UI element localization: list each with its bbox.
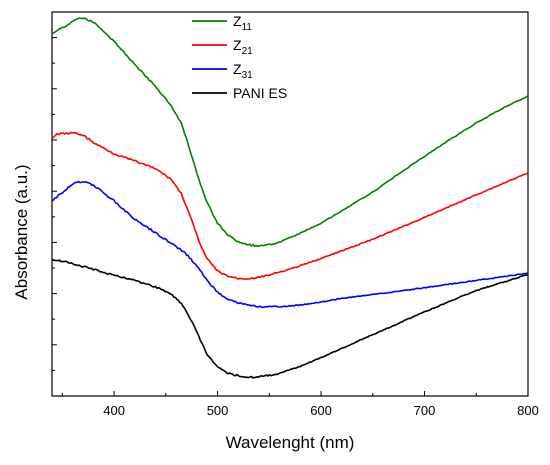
series-line-1: [51, 131, 529, 280]
legend-label-main: Z: [233, 37, 242, 53]
y-axis-ticks: [52, 37, 57, 371]
legend-entry: Z31: [233, 61, 253, 81]
x-axis-label: Wavelenght (nm): [226, 433, 355, 452]
x-tick-label: 800: [517, 403, 539, 418]
legend-entry: Z11: [233, 13, 252, 33]
series-line-2: [51, 180, 529, 309]
legend-label-sub: 11: [242, 22, 253, 33]
series-line-0: [51, 17, 529, 248]
legend-label-sub: 31: [242, 70, 254, 81]
x-tick-label: 400: [103, 403, 125, 418]
legend-label-sub: 21: [242, 46, 254, 57]
legend-label-main: PANI ES: [233, 85, 287, 101]
plot-frame: [51, 11, 529, 397]
legend-entry: PANI ES: [233, 85, 287, 101]
y-axis-label: Absorbance (a.u.): [12, 164, 31, 299]
x-tick-label: 700: [414, 403, 436, 418]
x-tick-label: 500: [207, 403, 229, 418]
x-tick-label: 600: [310, 403, 332, 418]
series-layer: [51, 17, 529, 379]
legend-entry: Z21: [233, 37, 253, 57]
series-line-3: [51, 259, 529, 379]
x-axis-ticks: 400 500 600 700 800: [61, 391, 539, 418]
legend-label-main: Z: [233, 61, 242, 77]
legend-label-main: Z: [233, 13, 242, 29]
